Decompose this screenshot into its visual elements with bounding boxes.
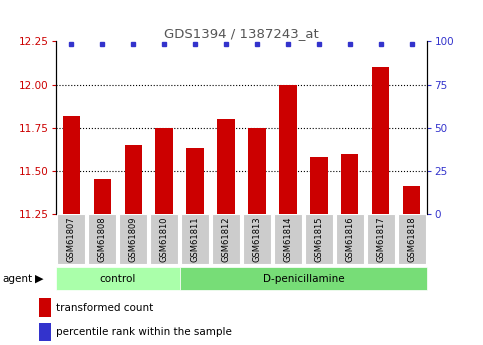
- Bar: [274, 214, 301, 264]
- Bar: [88, 214, 115, 264]
- Bar: [213, 214, 240, 264]
- Bar: [372, 67, 389, 214]
- Bar: [398, 214, 426, 264]
- Text: GSM61818: GSM61818: [408, 216, 416, 262]
- Text: GSM61808: GSM61808: [98, 216, 107, 262]
- Title: GDS1394 / 1387243_at: GDS1394 / 1387243_at: [164, 27, 319, 40]
- Bar: [311, 157, 327, 214]
- Bar: [182, 214, 209, 264]
- Bar: [403, 186, 421, 214]
- Bar: [156, 128, 172, 214]
- Bar: [119, 214, 147, 264]
- Bar: [341, 154, 358, 214]
- Text: GSM61817: GSM61817: [376, 216, 385, 262]
- Text: GSM61815: GSM61815: [314, 216, 324, 262]
- Bar: [186, 148, 203, 214]
- Bar: [39, 323, 51, 341]
- Text: GSM61809: GSM61809: [128, 216, 138, 262]
- Text: percentile rank within the sample: percentile rank within the sample: [56, 327, 231, 337]
- Text: GSM61816: GSM61816: [345, 216, 355, 262]
- Text: ▶: ▶: [35, 274, 43, 284]
- Bar: [243, 214, 270, 264]
- Text: transformed count: transformed count: [56, 303, 153, 313]
- Bar: [336, 214, 364, 264]
- Bar: [280, 85, 297, 214]
- Text: GSM61812: GSM61812: [222, 216, 230, 262]
- Bar: [62, 116, 80, 214]
- Text: GSM61813: GSM61813: [253, 216, 261, 262]
- Bar: [305, 214, 333, 264]
- Bar: [248, 128, 266, 214]
- Text: D-penicillamine: D-penicillamine: [263, 274, 344, 284]
- Text: GSM61814: GSM61814: [284, 216, 293, 262]
- Text: GSM61810: GSM61810: [159, 216, 169, 262]
- Bar: [39, 298, 51, 317]
- Bar: [150, 214, 178, 264]
- Bar: [57, 214, 85, 264]
- Text: GSM61807: GSM61807: [67, 216, 75, 262]
- Text: agent: agent: [2, 274, 32, 284]
- Bar: [368, 214, 395, 264]
- Bar: [56, 267, 180, 290]
- Text: control: control: [99, 274, 136, 284]
- Bar: [94, 179, 111, 214]
- Bar: [180, 267, 427, 290]
- Bar: [217, 119, 235, 214]
- Bar: [125, 145, 142, 214]
- Text: GSM61811: GSM61811: [190, 216, 199, 262]
